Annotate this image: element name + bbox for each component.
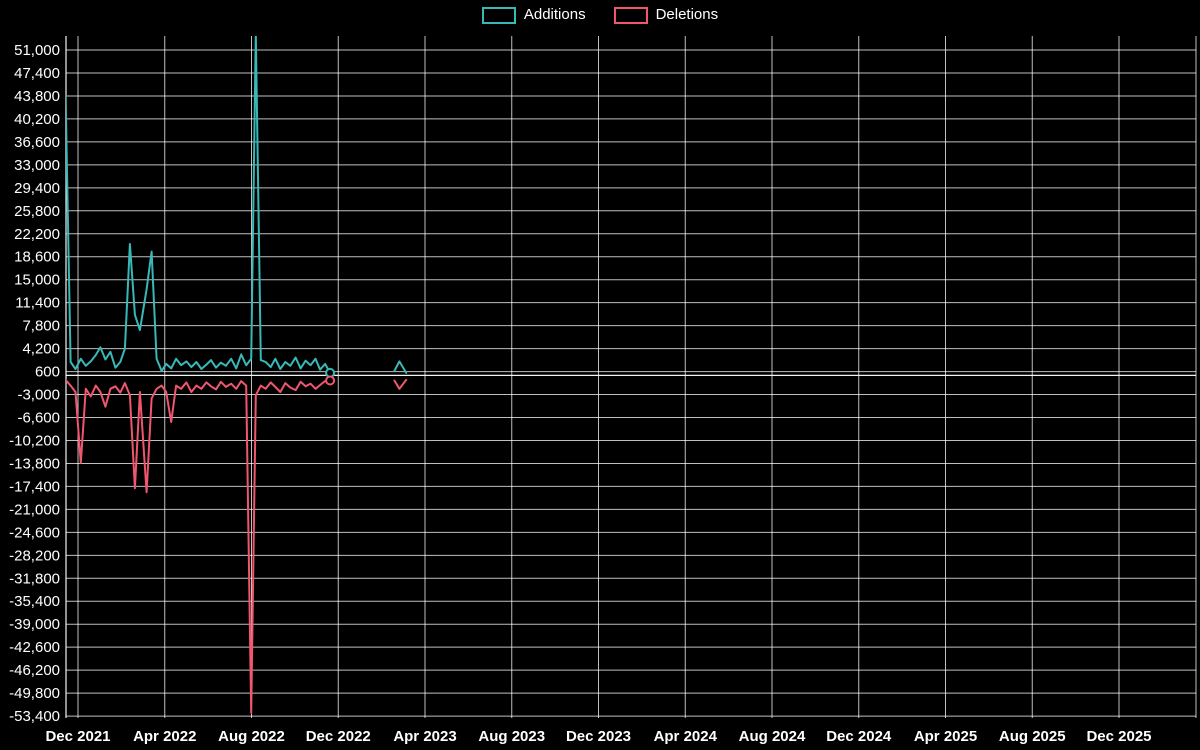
deletions-series-line <box>393 378 408 390</box>
deletions-end-marker <box>325 375 336 386</box>
x-tick-label: Apr 2023 <box>393 728 456 745</box>
y-tick-label: -53,400 <box>9 708 60 725</box>
y-tick-label: 4,200 <box>22 341 60 358</box>
x-tick-label: Apr 2024 <box>654 728 718 745</box>
x-tick-label: Dec 2024 <box>826 728 892 745</box>
y-tick-label: 29,400 <box>14 180 60 197</box>
y-tick-label: -24,600 <box>9 524 60 541</box>
y-tick-label: -39,000 <box>9 616 60 633</box>
additions-legend-swatch-icon <box>481 6 516 24</box>
additions-series-line <box>393 360 408 374</box>
y-tick-label: 36,600 <box>14 134 60 151</box>
y-tick-label: 15,000 <box>14 272 60 289</box>
y-tick-label: -17,400 <box>9 478 60 495</box>
y-tick-label: -42,600 <box>9 639 60 656</box>
additions-series-line <box>66 36 332 374</box>
x-axis-labels: Dec 2021 Apr 2022 Aug 2022 Dec 2022 Apr 2023… <box>45 728 1151 745</box>
y-tick-label: 18,600 <box>14 249 60 266</box>
x-tick-label: Apr 2022 <box>133 728 196 745</box>
y-tick-label: -31,800 <box>9 570 60 587</box>
deletions-legend-swatch-icon <box>613 6 648 24</box>
y-tick-label: 40,200 <box>14 111 60 128</box>
y-tick-label: -21,000 <box>9 501 60 518</box>
y-tick-label: -46,200 <box>9 662 60 679</box>
deletions-series-line <box>66 378 332 714</box>
gridlines <box>66 36 1197 718</box>
x-tick-label: Dec 2025 <box>1086 728 1151 745</box>
x-tick-label: Dec 2022 <box>306 728 371 745</box>
y-tick-label: 11,400 <box>15 295 60 312</box>
y-tick-label: 7,800 <box>22 318 60 335</box>
x-tick-label: Dec 2023 <box>566 728 631 745</box>
y-tick-label: 51,000 <box>14 42 60 59</box>
y-tick-label: 25,800 <box>14 203 60 220</box>
x-tick-label: Apr 2025 <box>914 728 977 745</box>
y-tick-label: -28,200 <box>9 547 60 564</box>
legend-item-additions[interactable]: Additions <box>481 5 586 25</box>
series-plot-area <box>66 36 408 714</box>
x-tick-label: Aug 2025 <box>999 728 1066 745</box>
x-tick-label: Aug 2022 <box>218 728 285 745</box>
y-tick-label: -6,600 <box>17 410 60 427</box>
chart-legend: Additions Deletions <box>0 5 1200 25</box>
y-axis-labels: 51,000 47,400 43,800 40,200 36,600 33,000 29,4… <box>9 42 60 725</box>
x-tick-label: Aug 2024 <box>739 728 806 745</box>
y-tick-label: -3,000 <box>17 387 60 404</box>
deletions-legend-label: Deletions <box>655 6 719 23</box>
y-tick-label: 47,400 <box>14 65 60 82</box>
legend-item-deletions[interactable]: Deletions <box>613 5 719 25</box>
x-tick-label: Dec 2021 <box>45 728 110 745</box>
additions-legend-label: Additions <box>523 6 586 23</box>
y-tick-label: -10,200 <box>9 432 60 449</box>
y-tick-label: 600 <box>35 364 60 381</box>
y-tick-label: -49,800 <box>9 685 60 702</box>
y-tick-label: 22,200 <box>14 226 60 243</box>
y-tick-label: -35,400 <box>9 593 60 610</box>
y-tick-label: 43,800 <box>14 88 60 105</box>
x-tick-label: Aug 2023 <box>478 728 545 745</box>
y-tick-label: -13,800 <box>9 455 60 472</box>
y-tick-label: 33,000 <box>14 157 60 174</box>
